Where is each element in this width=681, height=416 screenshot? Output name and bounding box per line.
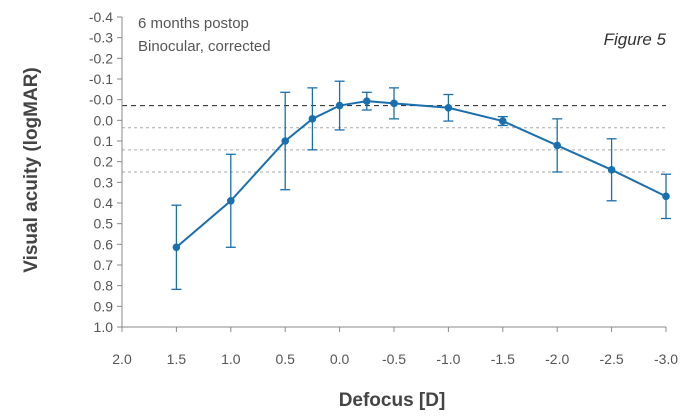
y-tick-label: -0.0 [89,92,113,108]
annotation-line-1: 6 months postop [138,15,249,32]
y-axis-title: Visual acuity (logMAR) [21,67,42,273]
y-tick-label: 0.4 [94,195,114,211]
x-tick-label: -1.0 [436,351,460,367]
data-point [227,197,235,205]
y-tick-label: 0.9 [94,298,114,314]
data-point [553,142,561,150]
y-tick-label: 0.6 [94,236,114,252]
annotation-line-2: Binocular, corrected [138,38,271,55]
data-point [499,117,507,125]
error-bars [171,81,671,289]
x-tick-label: -0.5 [382,351,406,367]
data-point [336,102,344,110]
x-axis-ticks: 2.0 1.5 1.0 0.5 0.0 -0.5 -1.0 -1.5 -2.0 -2.5 -3.0 [112,327,678,367]
x-tick-label: -3.0 [654,351,678,367]
data-point [363,97,371,105]
y-tick-label: -0.4 [89,9,113,25]
y-tick-label: 0.7 [94,257,114,273]
y-tick-label: 0.8 [94,278,114,294]
figure-label: Figure 5 [604,30,667,49]
data-point [445,104,453,112]
y-tick-label: 0.0 [94,112,114,128]
y-tick-label: -0.2 [89,50,113,66]
data-point [309,115,317,123]
y-axis-ticks: -0.4 -0.3 -0.2 -0.1 -0.0 0.0 0.1 0.2 0.3 0.4 0.5 0.… [89,9,122,335]
data-point [390,100,398,108]
y-tick-label: 0.5 [94,216,114,232]
y-tick-label: 0.1 [94,133,114,149]
y-tick-label: -0.1 [89,71,113,87]
y-tick-label: 1.0 [94,319,114,335]
data-point [608,166,616,174]
x-axis-title: Defocus [D] [339,390,446,411]
x-tick-label: 2.0 [112,351,132,367]
series-line [176,101,666,247]
x-tick-label: -2.0 [545,351,569,367]
x-tick-label: 1.0 [221,351,241,367]
data-point [662,193,670,201]
x-tick-label: -2.5 [600,351,624,367]
series [173,97,670,251]
x-tick-label: 0.0 [330,351,350,367]
y-tick-label: -0.3 [89,30,113,46]
y-tick-label: 0.2 [94,154,114,170]
y-tick-label: 0.3 [94,174,114,190]
x-tick-label: 1.5 [167,351,187,367]
x-tick-label: -1.5 [491,351,515,367]
x-tick-label: 0.5 [275,351,295,367]
data-point [281,137,289,145]
data-point [173,243,181,251]
